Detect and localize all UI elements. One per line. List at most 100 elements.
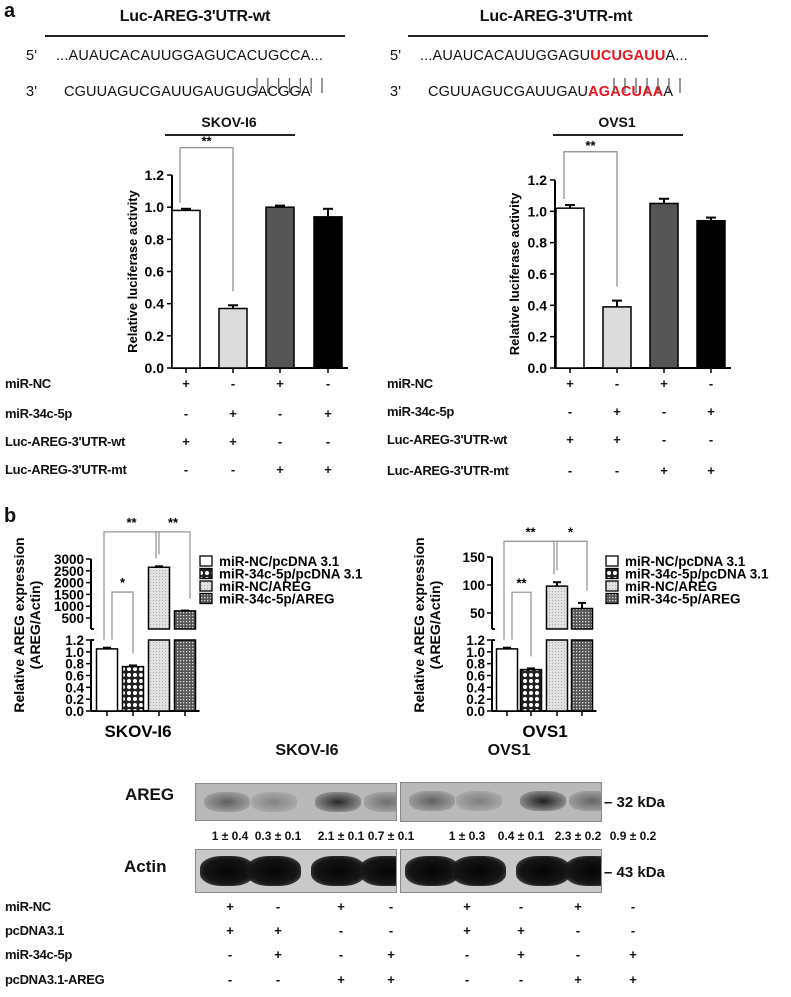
condition-symbol: + — [182, 434, 190, 449]
condition-symbol: - — [183, 462, 189, 477]
bar-2 — [602, 306, 632, 369]
condition-symbol: + — [337, 899, 345, 914]
condition-symbol: - — [325, 376, 331, 391]
condition-symbol: + — [229, 434, 237, 449]
y-tick-label: 50 — [470, 606, 485, 621]
legend-swatch — [199, 580, 213, 592]
condition-symbol: + — [387, 972, 395, 987]
y-tick-label: 0.2 — [528, 329, 548, 345]
significance-label: ** — [525, 524, 536, 539]
significance-label: ** — [585, 138, 596, 153]
wt-title: Luc-AREG-3'UTR-wt — [119, 8, 271, 25]
condition-label: miR-34c-5p — [5, 947, 73, 962]
significance-bracket — [511, 591, 532, 657]
y-tick-label: 1.0 — [466, 645, 485, 660]
actin-band — [452, 856, 506, 886]
condition-symbol: - — [567, 404, 573, 419]
actin-band — [405, 856, 459, 886]
condition-symbol: + — [613, 404, 621, 419]
y-tick-label: 500 — [61, 611, 84, 626]
bar-3 — [649, 202, 679, 369]
y-tick-label: 0.6 — [466, 669, 485, 684]
wt-title-underline — [45, 35, 345, 37]
y-tick-label: 2500 — [54, 564, 84, 579]
legend-label: miR-34c-5p/AREG — [219, 592, 335, 607]
band-quantification: 0.7 ± 0.1 — [367, 829, 415, 843]
condition-label: miR-NC — [5, 376, 51, 391]
y-tick-label: 0.8 — [528, 235, 548, 251]
y-tick-label: 1.0 — [528, 203, 548, 219]
band-quantification: 0.9 ± 0.2 — [609, 829, 657, 843]
bar-1 — [95, 648, 119, 712]
bar-3-upper — [147, 566, 171, 630]
y-tick-label: 1.2 — [466, 633, 485, 648]
condition-symbol: - — [708, 376, 714, 391]
wb-cell-line-skov: SKOV-I6 — [275, 742, 339, 759]
condition-label: Luc-AREG-3'UTR-wt — [5, 434, 126, 449]
condition-symbol: + — [463, 923, 471, 938]
condition-symbol: - — [230, 376, 236, 391]
condition-symbol: + — [274, 923, 282, 938]
condition-symbol: - — [275, 972, 281, 987]
condition-symbol: - — [227, 947, 233, 962]
condition-symbol: + — [566, 432, 574, 447]
legend-label: miR-NC/AREG — [219, 579, 311, 594]
condition-label: Luc-AREG-3'UTR-wt — [387, 432, 508, 447]
condition-symbol: - — [464, 947, 470, 962]
bar-2 — [218, 307, 248, 369]
areg-band — [520, 791, 566, 811]
condition-symbol: - — [388, 923, 394, 938]
y-tick-label: 0.6 — [65, 669, 84, 684]
bar-1 — [555, 207, 585, 369]
areg-blot-ovs1 — [400, 782, 602, 822]
legend-swatch — [605, 580, 619, 592]
mt-title-underline — [408, 35, 708, 37]
significance-bracket — [179, 147, 234, 292]
condition-symbol: - — [338, 947, 344, 962]
condition-symbol: + — [629, 972, 637, 987]
condition-symbol: - — [277, 434, 283, 449]
y-tick-label: 0.0 — [65, 704, 84, 719]
legend-label: miR-NC/pcDNA 3.1 — [625, 554, 746, 569]
panel-label-a: a — [4, 0, 16, 22]
significance-label: ** — [126, 515, 137, 530]
bar-3 — [265, 206, 295, 369]
y-tick-label: 0.6 — [145, 264, 165, 280]
wt-seq3: CGUUAGUCGAUUGAUGUGACGGA — [64, 84, 311, 100]
bar-4-upper — [173, 610, 197, 630]
luciferase-chart-2: 0.0 0.2 0.4 0.6 0.8 1.0 1.2 Relative luciferase… — [507, 138, 731, 376]
y-tick-label: 100 — [462, 578, 485, 593]
wt-three-prime: 3' — [26, 84, 38, 100]
mt-three-prime: 3' — [390, 84, 402, 100]
condition-symbol: - — [227, 972, 233, 987]
areg-blot-skov — [195, 783, 397, 821]
bar-3-lower — [147, 639, 171, 712]
bar-2 — [519, 668, 543, 712]
condition-symbol: - — [661, 404, 667, 419]
mt-seq5-mutated: UCUGAUU — [590, 48, 666, 64]
y-axis-label: Relative AREG expression — [11, 537, 27, 712]
condition-symbol: - — [630, 899, 636, 914]
actin-band — [516, 856, 570, 886]
significance-bracket — [503, 540, 558, 640]
condition-symbol: + — [226, 899, 234, 914]
condition-symbol: - — [708, 432, 714, 447]
y-tick-label: 0.2 — [65, 692, 84, 707]
bar-4-lower — [570, 639, 594, 712]
condition-symbol: + — [566, 376, 574, 391]
areg-band — [456, 791, 502, 811]
significance-bracket — [155, 531, 191, 599]
band-quantification: 1 ± 0.4 — [211, 829, 249, 843]
base-pairing-lines — [256, 78, 681, 93]
significance-label: ** — [516, 575, 527, 590]
condition-symbol: + — [574, 972, 582, 987]
actin-band — [200, 856, 254, 886]
y-tick-label: 1000 — [54, 599, 84, 614]
y-tick-label: 1.2 — [145, 167, 165, 183]
y-tick-label: 1.2 — [65, 633, 84, 648]
legend-swatch — [605, 567, 619, 580]
y-tick-label: 0.0 — [466, 704, 485, 719]
condition-symbol: + — [276, 462, 284, 477]
bar-1 — [171, 209, 201, 369]
